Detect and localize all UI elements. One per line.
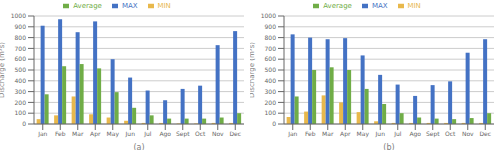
svg-text:1000: 1000 xyxy=(261,12,276,19)
svg-text:Dec: Dec xyxy=(229,130,241,137)
svg-text:Jun: Jun xyxy=(125,130,136,138)
svg-text:Ago: Ago xyxy=(159,130,171,138)
svg-text:800: 800 xyxy=(15,34,27,41)
svg-text:400: 400 xyxy=(15,77,27,84)
html-text:MAX: MAX xyxy=(121,2,138,10)
svg-text:600: 600 xyxy=(265,55,277,62)
svg-text:Discharge (m³s): Discharge (m³s) xyxy=(250,42,256,98)
html-text:MAX: MAX xyxy=(371,2,388,10)
svg-text:Nov: Nov xyxy=(212,130,224,137)
svg-text:Mar: Mar xyxy=(72,130,84,137)
svg-text:(b): (b) xyxy=(383,143,394,150)
html-text:MIN: MIN xyxy=(407,2,421,10)
svg-text:400: 400 xyxy=(265,77,277,84)
html-text:Average: Average xyxy=(323,2,352,10)
svg-text:Jul: Jul xyxy=(393,130,402,138)
svg-text:500: 500 xyxy=(15,66,27,73)
svg-text:600: 600 xyxy=(15,55,27,62)
svg-text:May: May xyxy=(107,130,120,138)
svg-text:Jan: Jan xyxy=(287,130,297,138)
svg-text:0: 0 xyxy=(22,120,26,127)
svg-text:May: May xyxy=(357,130,370,138)
svg-text:300: 300 xyxy=(15,88,27,95)
svg-text:Jan: Jan xyxy=(37,130,47,138)
svg-text:Feb: Feb xyxy=(55,130,66,137)
svg-text:Jul: Jul xyxy=(143,130,152,138)
svg-text:Jun: Jun xyxy=(375,130,386,138)
svg-text:900: 900 xyxy=(15,23,27,30)
svg-text:900: 900 xyxy=(265,23,277,30)
svg-text:500: 500 xyxy=(265,66,277,73)
svg-text:Sept: Sept xyxy=(426,130,440,138)
svg-text:Ago: Ago xyxy=(409,130,421,138)
svg-text:300: 300 xyxy=(265,88,277,95)
html-text:Average: Average xyxy=(73,2,102,10)
svg-text:Oct: Oct xyxy=(445,130,456,137)
svg-text:200: 200 xyxy=(265,99,277,106)
svg-text:100: 100 xyxy=(265,109,277,116)
html-text:MIN: MIN xyxy=(157,2,171,10)
svg-text:Nov: Nov xyxy=(462,130,474,137)
svg-text:800: 800 xyxy=(265,34,277,41)
svg-text:Mar: Mar xyxy=(322,130,334,137)
svg-text:700: 700 xyxy=(265,45,277,52)
svg-text:Apr: Apr xyxy=(340,130,351,138)
svg-text:0: 0 xyxy=(272,120,276,127)
svg-text:Sept: Sept xyxy=(176,130,190,138)
svg-text:Dec: Dec xyxy=(479,130,491,137)
svg-text:1000: 1000 xyxy=(11,12,26,19)
svg-text:100: 100 xyxy=(15,109,27,116)
svg-text:200: 200 xyxy=(15,99,27,106)
svg-text:Feb: Feb xyxy=(305,130,316,137)
svg-text:Oct: Oct xyxy=(195,130,206,137)
svg-text:700: 700 xyxy=(15,45,27,52)
svg-text:Apr: Apr xyxy=(90,130,101,138)
svg-text:(a): (a) xyxy=(133,143,144,150)
